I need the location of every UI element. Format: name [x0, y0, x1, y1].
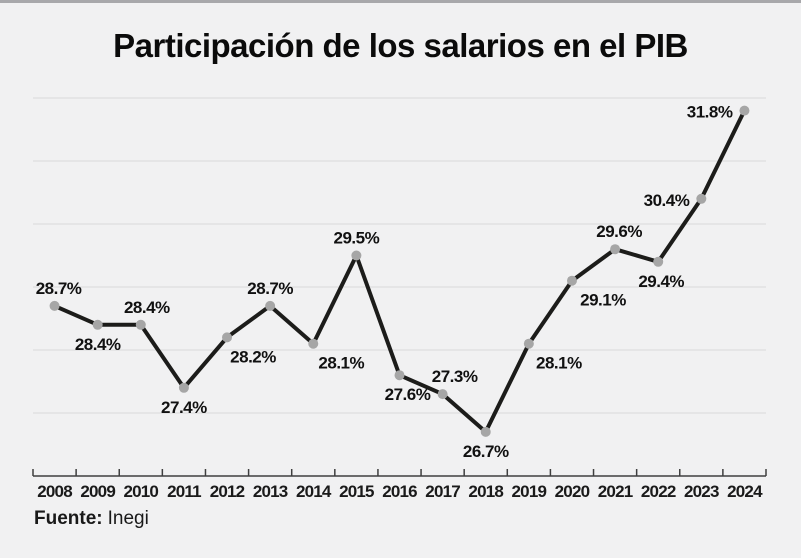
x-axis-label: 2022	[641, 482, 676, 501]
data-point-label: 28.4%	[124, 298, 170, 317]
data-point-label: 28.7%	[247, 279, 293, 298]
x-axis-label: 2012	[210, 482, 245, 501]
x-axis-label: 2023	[684, 482, 719, 501]
data-point-label: 31.8%	[687, 103, 733, 122]
x-axis-label: 2017	[425, 482, 460, 501]
x-axis-label: 2011	[167, 482, 201, 501]
data-point-marker	[566, 275, 577, 286]
data-point-label: 28.1%	[536, 354, 582, 373]
data-point-marker	[265, 300, 276, 311]
x-axis-label: 2013	[253, 482, 288, 501]
data-point-marker	[394, 370, 405, 381]
data-point-label: 29.5%	[334, 229, 380, 248]
source-line: Fuente: Inegi	[34, 508, 149, 530]
data-point-label: 30.4%	[644, 191, 690, 210]
data-point-label: 29.4%	[638, 272, 684, 291]
x-axis-label: 2018	[468, 482, 503, 501]
data-point-label: 27.3%	[432, 367, 478, 386]
data-point-marker	[523, 338, 534, 349]
data-point-marker	[437, 389, 448, 400]
data-point-label: 28.2%	[230, 347, 276, 366]
data-point-marker	[610, 244, 621, 255]
x-axis-label: 2021	[598, 482, 633, 501]
data-point-marker	[135, 319, 146, 330]
data-point-marker	[92, 319, 103, 330]
x-axis-label: 2020	[555, 482, 590, 501]
data-point-label: 27.4%	[161, 398, 207, 417]
data-point-marker	[178, 382, 189, 393]
data-point-label: 28.4%	[75, 335, 121, 354]
source-label: Fuente:	[34, 508, 103, 529]
data-point-label: 29.1%	[580, 291, 626, 310]
data-point-marker	[308, 338, 319, 349]
line-chart: 28.7% 28.4%28.4% 27.4% 28.2% 28.7% 28.1% 29.5%…	[32, 97, 767, 501]
data-point-marker	[480, 426, 491, 437]
x-axis-label: 2016	[382, 482, 417, 501]
data-point-marker	[739, 105, 750, 116]
page-title: Participación de los salarios en el PIB	[113, 27, 688, 64]
data-point-label: 27.6%	[385, 385, 431, 404]
x-axis-label: 2008	[37, 482, 72, 501]
data-point-marker	[351, 250, 362, 261]
data-point-label: 28.1%	[318, 354, 364, 373]
data-point-label: 26.7%	[463, 442, 509, 461]
x-axis-label: 2024	[727, 482, 763, 501]
data-point-label: 28.7%	[36, 279, 82, 298]
data-point-label: 29.6%	[596, 222, 642, 241]
data-point-marker	[222, 332, 233, 343]
x-axis-label: 2019	[512, 482, 547, 501]
data-point-marker	[49, 300, 60, 311]
x-axis-label: 2010	[123, 482, 158, 501]
source-value: Inegi	[107, 508, 149, 529]
x-axis-label: 2009	[80, 482, 115, 501]
data-point-marker	[696, 193, 707, 204]
x-axis-label: 2015	[339, 482, 374, 501]
x-axis-label: 2014	[296, 482, 332, 501]
data-point-marker	[653, 256, 664, 267]
